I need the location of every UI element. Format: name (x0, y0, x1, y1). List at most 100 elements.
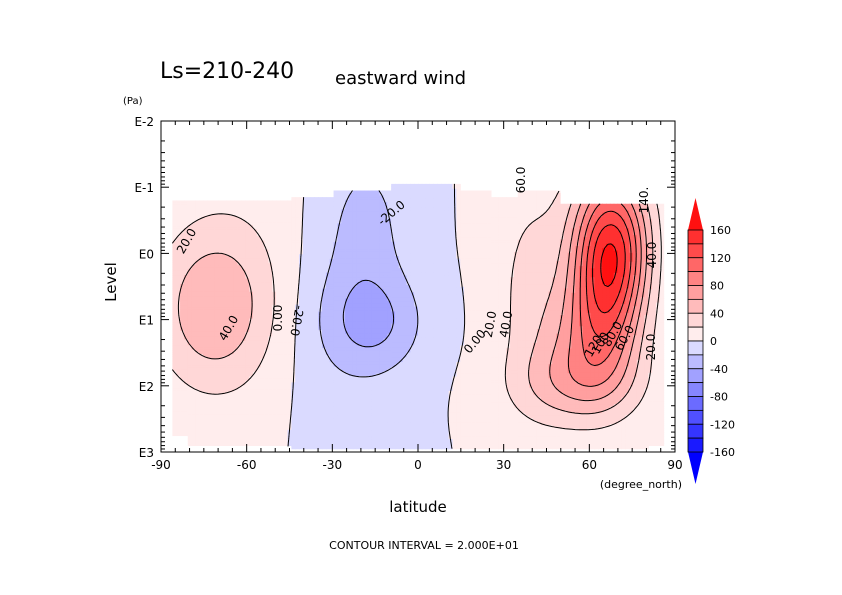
field-cell (249, 251, 254, 255)
field-cell (322, 338, 327, 342)
field-cell (306, 441, 312, 445)
field-cell (241, 302, 246, 306)
field-cell (310, 197, 315, 201)
field-cell (206, 342, 212, 346)
field-cell (306, 306, 312, 310)
field-cell (299, 366, 304, 370)
field-cell (260, 276, 266, 279)
field-cell (322, 320, 327, 324)
field-cell (314, 327, 319, 331)
field-cell (264, 211, 269, 215)
field-cell (210, 316, 216, 320)
field-cell (203, 253, 208, 257)
field-cell (329, 229, 335, 233)
field-cell (195, 356, 200, 360)
field-cell (314, 441, 319, 445)
field-cell (306, 373, 312, 377)
field-cell (210, 278, 216, 282)
field-cell (187, 278, 193, 282)
field-cell (268, 209, 273, 213)
field-cell (210, 204, 216, 208)
field-cell (253, 414, 258, 418)
field-cell (272, 258, 277, 262)
field-cell (172, 358, 177, 362)
field-cell (322, 446, 327, 450)
field-cell (302, 444, 308, 448)
field-cell (199, 438, 204, 442)
field-cell (302, 236, 308, 239)
field-cell (264, 398, 269, 402)
field-cell (176, 215, 181, 219)
field-cell (318, 423, 323, 427)
field-cell (187, 440, 193, 444)
field-cell (210, 244, 216, 248)
field-cell (279, 347, 285, 351)
field-cell (245, 302, 250, 306)
field-cell (180, 396, 185, 400)
field-cell (272, 218, 277, 222)
field-cell (210, 427, 216, 431)
field-cell (299, 304, 304, 308)
field-cell (218, 262, 223, 266)
field-cell (306, 240, 312, 244)
field-cell (195, 376, 200, 380)
field-cell (291, 364, 296, 367)
field-cell (295, 270, 300, 274)
field-cell (233, 247, 239, 251)
field-cell (287, 291, 292, 295)
field-cell (291, 263, 296, 267)
field-cell (279, 242, 285, 246)
field-cell (260, 436, 266, 440)
field-cell (229, 271, 235, 275)
field-cell (203, 251, 208, 255)
field-cell (191, 227, 197, 230)
field-cell (264, 383, 269, 386)
field-cell (222, 362, 227, 366)
field-cell (183, 219, 189, 223)
field-cell (276, 427, 281, 431)
field-cell (314, 364, 319, 367)
field-cell (337, 328, 342, 332)
field-cell (306, 421, 312, 425)
field-cell (345, 242, 350, 246)
field-cell (233, 436, 239, 440)
field-cell (199, 391, 204, 395)
field-cell (329, 279, 335, 283)
field-cell (199, 242, 204, 246)
field-cell (314, 245, 319, 249)
field-cell (245, 420, 250, 424)
field-cell (329, 288, 335, 292)
field-cell (206, 242, 212, 246)
field-cell (233, 371, 239, 375)
field-cell (203, 405, 208, 409)
field-cell (295, 199, 300, 203)
field-cell (229, 325, 235, 328)
field-cell (333, 350, 339, 354)
field-cell (337, 258, 342, 262)
field-cell (299, 279, 304, 283)
field-cell (287, 374, 292, 377)
field-cell (279, 358, 285, 362)
field-cell (276, 227, 281, 230)
field-cell (283, 276, 289, 279)
field-cell (306, 304, 312, 308)
field-cell (226, 358, 231, 362)
field-cell (310, 391, 315, 395)
field-cell (291, 430, 296, 434)
field-cell (291, 210, 296, 214)
field-cell (229, 207, 235, 210)
field-cell (318, 300, 323, 303)
field-cell (195, 285, 200, 288)
field-cell (226, 200, 231, 204)
field-cell (329, 199, 335, 203)
field-cell (295, 366, 300, 370)
field-cell (325, 396, 331, 399)
field-cell (295, 423, 300, 427)
field-cell (276, 338, 281, 342)
field-cell (329, 322, 335, 326)
field-cell (214, 302, 220, 306)
field-cell (318, 352, 323, 356)
field-cell (272, 253, 277, 257)
field-cell (295, 352, 300, 356)
field-cell (260, 216, 266, 219)
